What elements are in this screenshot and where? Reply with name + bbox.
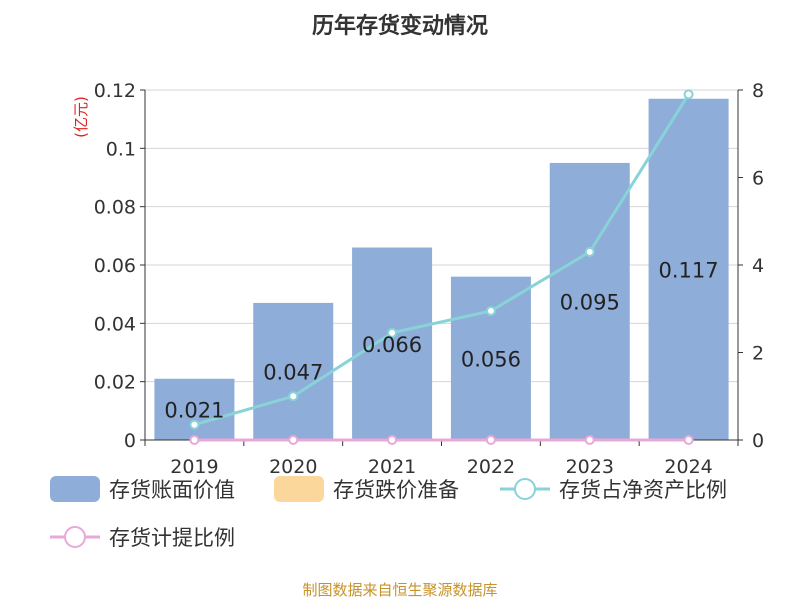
- point-provision-ratio: [584, 435, 595, 445]
- data-labels: 0.021 0.047 0.066 0.056 0.095 0.117: [164, 258, 718, 422]
- bar-data-label: 0.066: [362, 333, 422, 357]
- right-tick-label: 0: [752, 430, 764, 452]
- point-net-asset-ratio: [288, 391, 299, 402]
- right-tick-label: 2: [752, 343, 764, 365]
- x-tick-label: 2024: [664, 456, 712, 478]
- grid-lines: [145, 89, 738, 383]
- point-provision-ratio: [189, 435, 200, 445]
- left-tick-label: 0.06: [94, 255, 136, 277]
- left-tick-label: 0: [124, 430, 136, 452]
- point-provision-ratio: [485, 435, 496, 445]
- bar-data-label: 0.095: [560, 290, 620, 314]
- line-series: [189, 89, 694, 445]
- bar-book-value: [450, 276, 531, 440]
- point-net-asset-ratio: [387, 327, 398, 338]
- bar-data-label: 0.117: [659, 258, 719, 282]
- bars: [154, 98, 729, 440]
- point-provision-ratio: [288, 435, 299, 445]
- left-axis-unit: (亿元): [72, 96, 90, 138]
- x-tick-label: 2019: [170, 456, 218, 478]
- left-tick-label: 0.02: [94, 372, 136, 394]
- line-net-asset-ratio: [194, 93, 690, 427]
- legend-swatch-marker: [514, 478, 536, 500]
- right-tick-label: 8: [752, 80, 764, 102]
- bar-data-label: 0.056: [461, 347, 521, 371]
- legend-swatch-marker: [64, 526, 86, 548]
- bar-book-value: [253, 302, 334, 440]
- right-tick-label: 6: [752, 168, 764, 190]
- x-tick-label: 2020: [269, 456, 317, 478]
- legend-label: 存货占净资产比例: [559, 478, 727, 502]
- point-provision-ratio: [387, 435, 398, 445]
- chart-title: 历年存货变动情况: [312, 13, 488, 39]
- left-tick-label: 0.1: [106, 138, 136, 160]
- bar-data-label: 0.047: [263, 360, 323, 384]
- x-tick-label: 2021: [368, 456, 416, 478]
- point-net-asset-ratio: [485, 305, 496, 316]
- x-tick-label: 2023: [566, 456, 614, 478]
- bar-data-label: 0.021: [164, 398, 224, 422]
- legend-label: 存货账面价值: [109, 478, 235, 502]
- bar-book-value: [154, 378, 235, 440]
- left-tick-label: 0.04: [94, 313, 136, 335]
- legend-swatch: [274, 476, 324, 502]
- x-tick-label: 2022: [467, 456, 515, 478]
- legend-label: 存货计提比例: [109, 526, 235, 550]
- right-tick-label: 4: [752, 255, 764, 277]
- point-net-asset-ratio: [189, 419, 200, 430]
- legend-label: 存货跌价准备: [333, 478, 459, 502]
- source-note: 制图数据来自恒生聚源数据库: [302, 581, 497, 599]
- left-tick-label: 0.08: [94, 197, 136, 219]
- left-tick-label: 0.12: [94, 80, 136, 102]
- legend-swatch: [50, 476, 100, 502]
- bar-book-value: [352, 247, 433, 440]
- point-net-asset-ratio: [584, 246, 595, 257]
- point-net-asset-ratio: [683, 89, 694, 100]
- bar-book-value: [648, 98, 729, 440]
- point-provision-ratio: [683, 435, 694, 445]
